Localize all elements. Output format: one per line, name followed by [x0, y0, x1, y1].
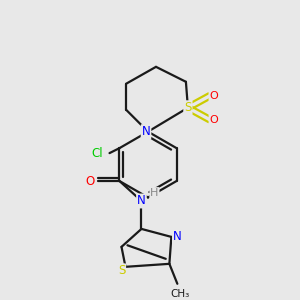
Text: N: N	[137, 194, 146, 208]
Text: O: O	[209, 115, 218, 125]
Text: O: O	[209, 91, 218, 101]
Text: H: H	[150, 188, 159, 198]
Text: O: O	[85, 175, 94, 188]
Text: N: N	[142, 125, 150, 138]
Text: S: S	[184, 101, 192, 114]
Text: Cl: Cl	[92, 147, 103, 160]
Text: CH₃: CH₃	[171, 289, 190, 299]
Text: N: N	[173, 230, 182, 243]
Text: S: S	[118, 264, 125, 277]
